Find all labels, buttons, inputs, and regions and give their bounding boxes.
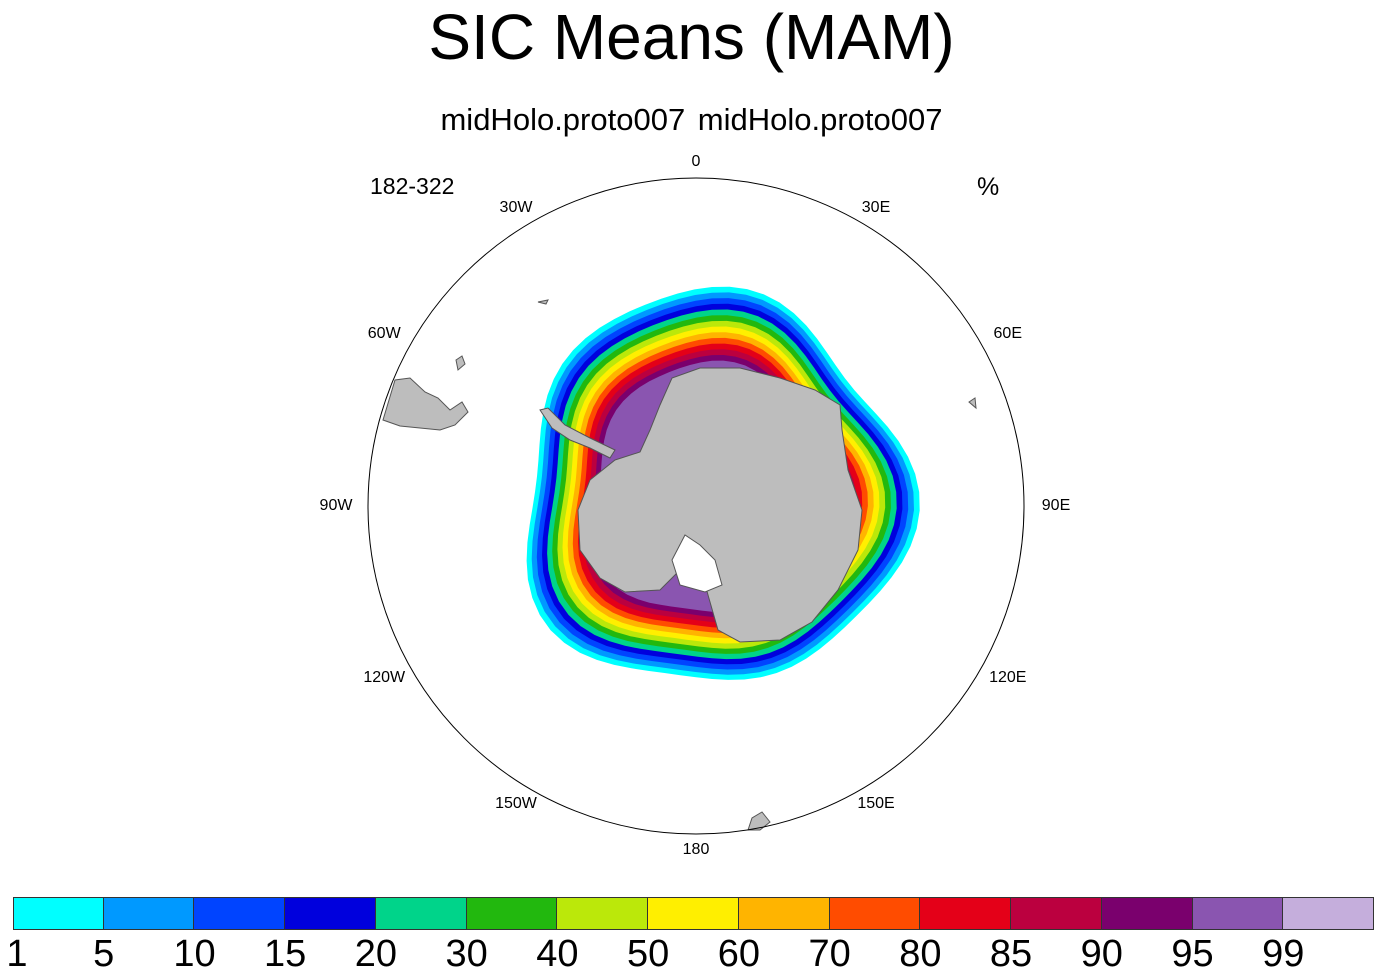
colorbar-swatch: [1101, 897, 1193, 930]
colorbar-swatch: [375, 897, 467, 930]
colorbar-swatch: [557, 897, 649, 930]
south-america-tip: [382, 377, 469, 431]
antarctica-landmass: [577, 367, 863, 643]
polar-map: [367, 177, 1025, 835]
longitude-label: 60W: [367, 325, 401, 343]
longitude-label: 150W: [495, 794, 537, 812]
colorbar-swatch: [13, 897, 104, 930]
longitude-label: 90W: [319, 497, 353, 514]
colorbar-swatch: [1192, 897, 1284, 930]
longitude-label: 120W: [363, 668, 406, 686]
colorbar-swatch: [466, 897, 558, 930]
longitude-label: 120E: [989, 668, 1027, 686]
units-label: %: [977, 173, 1000, 201]
colorbar-tick-label: 15: [264, 933, 307, 975]
island-south-georgia: [537, 299, 549, 305]
island-falklands: [455, 355, 466, 371]
colorbar-tick-label: 30: [445, 933, 488, 975]
year-range-label: 182-322: [370, 173, 455, 199]
colorbar-tick-label: 70: [808, 933, 851, 975]
colorbar-tick-label: 10: [173, 933, 216, 975]
map-boundary: [367, 177, 1025, 835]
plot-subtitle: midHolo.proto007 midHolo.proto007: [440, 102, 943, 137]
island-kerguelen: [968, 397, 977, 410]
ross-ice-shelf: [671, 534, 723, 593]
longitude-label: 60E: [993, 325, 1022, 343]
longitude-label: 90E: [1041, 497, 1071, 514]
longitude-label: 30E: [861, 199, 891, 217]
colorbar-tick-label: 1: [6, 933, 28, 975]
colorbar-tick-label: 95: [1171, 933, 1214, 975]
colorbar-swatch: [1011, 897, 1102, 930]
colorbar-swatch: [738, 897, 830, 930]
longitude-label: 0: [691, 153, 701, 171]
colorbar-tick-label: 60: [717, 933, 760, 975]
colorbar-swatch: [648, 897, 739, 930]
plot-title: SIC Means (MAM): [428, 1, 955, 73]
colorbar-tick-label: 80: [899, 933, 942, 975]
colorbar-tick-label: 20: [354, 933, 398, 975]
colorbar-tick-label: 99: [1262, 933, 1305, 975]
colorbar-swatch: [194, 897, 286, 930]
colorbar-swatch: [285, 897, 376, 930]
longitude-label: 30W: [499, 199, 533, 217]
colorbar-swatch: [103, 897, 195, 930]
colorbar-tick-label: 40: [536, 933, 579, 975]
colorbar-tick-label: 85: [989, 933, 1033, 975]
antarctic-peninsula: [539, 407, 616, 459]
colorbar-tick-label: 90: [1080, 933, 1123, 975]
longitude-label: 180: [682, 840, 710, 858]
longitude-label: 150E: [857, 794, 895, 812]
colorbar-swatch: [920, 897, 1012, 930]
colorbar-swatch: [829, 897, 921, 930]
colorbar-tick-label: 5: [93, 933, 115, 975]
colorbar-swatch: [1283, 897, 1374, 930]
island-new-zealand: [747, 811, 771, 831]
colorbar-tick-label: 50: [626, 933, 670, 975]
